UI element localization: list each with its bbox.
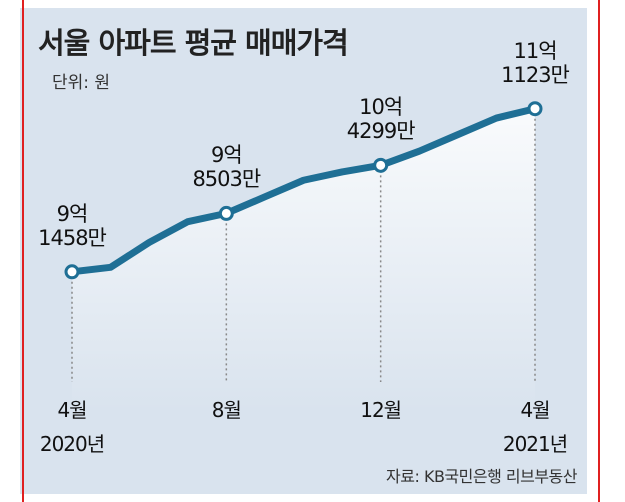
x-tick-year: 2021년 [502, 432, 568, 456]
value-label-line1: 9억 [56, 201, 89, 226]
value-label-line2: 4299만 [346, 119, 416, 144]
value-label-line1: 9억 [210, 143, 243, 168]
margin-line-left [22, 0, 24, 502]
data-point [218, 205, 234, 221]
value-label-line2: 1458만 [38, 225, 107, 250]
data-point [64, 264, 80, 280]
margin-line-right [598, 0, 600, 502]
source-label: 자료: KB국민은행 리브부동산 [386, 467, 577, 486]
series-area [72, 108, 535, 413]
value-label: 9억 1458만 [27, 202, 117, 250]
value-label-line2: 8503만 [192, 167, 261, 192]
value-label-line1: 10억 [359, 95, 403, 120]
series-line [68, 105, 539, 276]
x-tick-label: 12월 [336, 393, 426, 427]
value-label-line1: 11억 [513, 38, 557, 63]
value-label-line2: 1123만 [501, 62, 570, 87]
x-tick-label: 4월 2021년 [490, 393, 580, 461]
data-point [527, 101, 543, 117]
x-tick-label: 4월 2020년 [27, 393, 117, 461]
value-label: 9억 8503만 [181, 143, 271, 191]
value-label: 10억 4299만 [336, 95, 426, 143]
x-tick-label: 8월 [181, 393, 271, 427]
chart-title: 서울 아파트 평균 매매가격 [38, 26, 349, 60]
x-tick-year: 2020년 [39, 432, 105, 456]
x-tick-month: 4월 [520, 398, 550, 422]
value-label: 11억 1123만 [490, 39, 580, 87]
unit-label: 단위: 원 [52, 73, 111, 93]
x-tick-month: 4월 [57, 398, 87, 422]
data-point [373, 157, 389, 173]
x-tick-month: 8월 [211, 398, 242, 422]
x-tick-month: 12월 [360, 398, 402, 422]
